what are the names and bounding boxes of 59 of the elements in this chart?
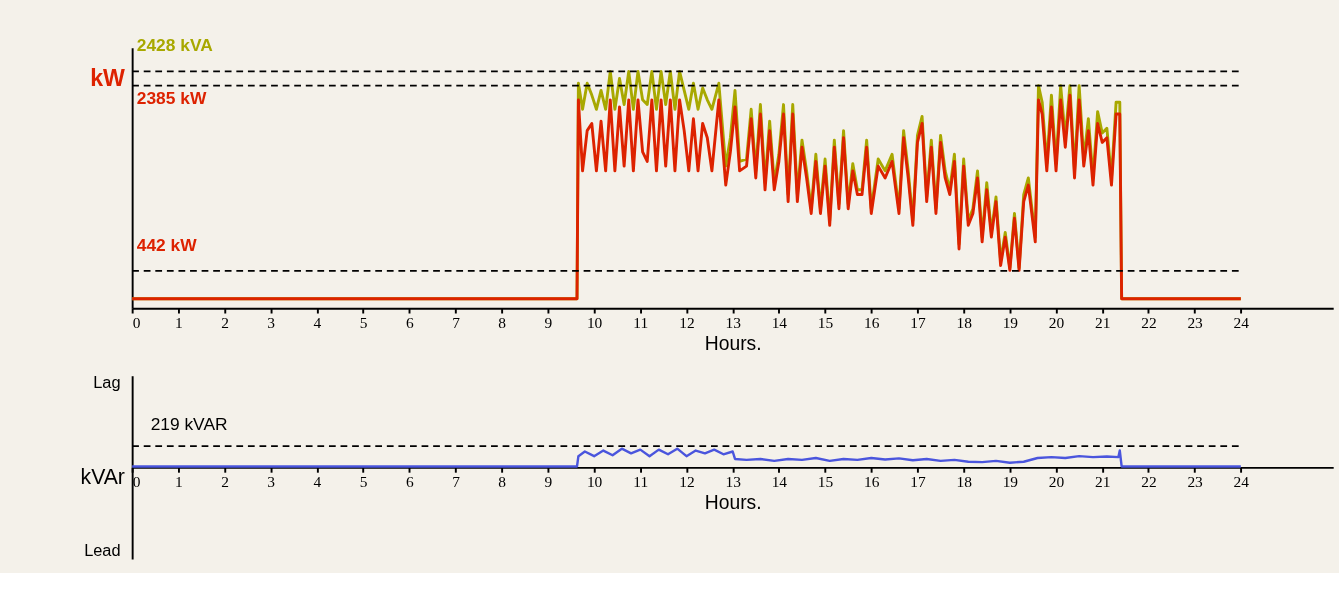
x-tick-label: 20 xyxy=(1048,473,1065,491)
x-tick-label: 22 xyxy=(1141,473,1157,491)
x-tick-label: 6 xyxy=(405,313,414,331)
x-tick-label: 8 xyxy=(498,473,507,491)
ref-line-label: 2385 kW xyxy=(136,87,207,108)
x-tick-label: 19 xyxy=(1002,473,1019,491)
ref-line-label: 2428 kVA xyxy=(136,35,214,56)
x-tick-label: 1 xyxy=(174,473,183,491)
x-tick-label: 1 xyxy=(174,313,183,331)
x-tick-label: 15 xyxy=(817,313,834,331)
x-tick-label: 0 xyxy=(132,313,141,331)
x-tick-label: 5 xyxy=(359,473,368,491)
x-tick-label: 9 xyxy=(544,313,553,331)
ref-line-label: 219 kVAR xyxy=(150,413,228,434)
x-tick-label: 6 xyxy=(405,473,414,491)
ref-line-label: 442 kW xyxy=(136,234,198,255)
x-tick-label: 24 xyxy=(1233,473,1250,491)
x-tick-label: 3 xyxy=(267,473,276,491)
x-tick-label: 11 xyxy=(633,473,649,491)
x-tick-label: 23 xyxy=(1187,313,1204,331)
x-tick-label: 17 xyxy=(910,473,926,491)
y-axis-title: kVAr xyxy=(80,465,125,489)
x-tick-label: 19 xyxy=(1002,313,1019,331)
x-tick-label: 16 xyxy=(864,313,880,331)
x-tick-label: 5 xyxy=(359,313,368,331)
x-tick-label: 12 xyxy=(679,313,695,331)
x-axis-title: Hours. xyxy=(704,333,762,355)
x-tick-label: 2 xyxy=(221,313,229,331)
x-tick-label: 22 xyxy=(1141,313,1157,331)
x-tick-label: 11 xyxy=(633,313,649,331)
x-tick-label: 18 xyxy=(956,473,973,491)
x-tick-label: 7 xyxy=(452,473,461,491)
x-tick-label: 24 xyxy=(1233,313,1250,331)
y-axis-title: kW xyxy=(90,65,126,92)
x-tick-label: 7 xyxy=(452,313,461,331)
x-tick-label: 3 xyxy=(267,313,276,331)
x-tick-label: 12 xyxy=(679,473,695,491)
x-axis-title: Hours. xyxy=(704,492,762,514)
x-tick-label: 17 xyxy=(910,313,926,331)
x-tick-label: 9 xyxy=(544,473,553,491)
x-tick-label: 16 xyxy=(864,473,880,491)
x-tick-label: 18 xyxy=(956,313,973,331)
x-tick-label: 21 xyxy=(1095,313,1111,331)
x-tick-label: 21 xyxy=(1095,473,1111,491)
text: Lead xyxy=(84,541,121,560)
x-tick-label: 10 xyxy=(586,473,603,491)
x-tick-label: 23 xyxy=(1187,473,1204,491)
x-tick-label: 10 xyxy=(586,313,603,331)
x-tick-label: 4 xyxy=(313,313,322,331)
x-tick-label: 14 xyxy=(771,313,788,331)
x-tick-label: 4 xyxy=(313,473,322,491)
x-tick-label: 14 xyxy=(771,473,788,491)
x-tick-label: 8 xyxy=(498,313,507,331)
x-tick-label: 13 xyxy=(725,473,742,491)
x-tick-label: 2 xyxy=(221,473,229,491)
x-tick-label: 20 xyxy=(1048,313,1065,331)
x-tick-label: 15 xyxy=(817,473,834,491)
text: Lag xyxy=(93,373,121,392)
x-tick-label: 13 xyxy=(725,313,742,331)
